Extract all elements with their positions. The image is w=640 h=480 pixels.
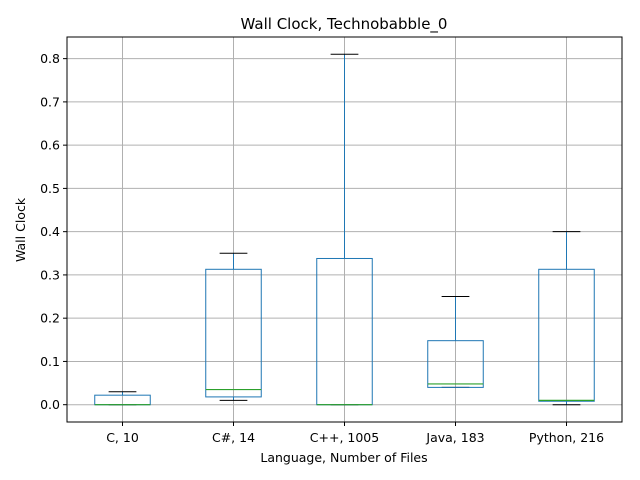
box-4	[427, 296, 484, 388]
iqr-box	[427, 340, 484, 388]
x-tick-label: C#, 14	[212, 430, 255, 445]
y-tick-label: 0.3	[40, 267, 60, 282]
x-axis-ticks: C, 10 C#, 14 C++, 1005 Java, 183 Python, 216	[106, 422, 604, 445]
y-tick-label: 0.2	[40, 311, 60, 326]
y-tick-label: 0.6	[40, 138, 60, 153]
box-1	[94, 391, 151, 406]
box-2	[205, 252, 262, 401]
y-tick-label: 0.4	[40, 224, 60, 239]
box-5	[538, 231, 595, 406]
x-tick-label: Java, 183	[425, 430, 484, 445]
y-tick-label: 0.8	[40, 51, 60, 66]
y-axis-label: Wall Clock	[13, 197, 28, 262]
y-tick-label: 0.7	[40, 94, 60, 109]
x-tick-label: Python, 216	[529, 430, 604, 445]
x-axis-label: Language, Number of Files	[260, 450, 427, 465]
box-series	[94, 53, 595, 406]
y-axis-ticks: 0.0 0.1 0.2 0.3 0.4 0.5 0.6 0.7 0.8	[40, 51, 67, 412]
y-tick-label: 0.1	[40, 354, 60, 369]
x-tick-label: C, 10	[106, 430, 139, 445]
chart-title: Wall Clock, Technobabble_0	[241, 15, 448, 34]
y-tick-label: 0.5	[40, 181, 60, 196]
x-tick-label: C++, 1005	[310, 430, 379, 445]
iqr-box	[205, 268, 262, 398]
box-3	[316, 53, 373, 406]
y-tick-label: 0.0	[40, 397, 60, 412]
iqr-box	[538, 268, 595, 402]
